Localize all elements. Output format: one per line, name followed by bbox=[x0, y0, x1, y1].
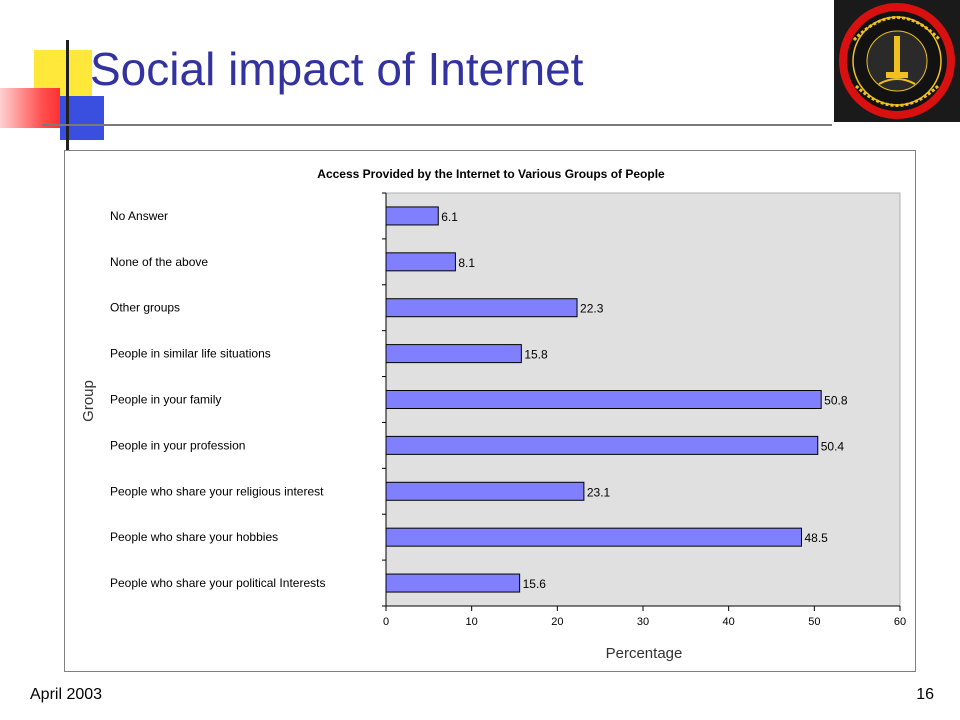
x-tick-label: 50 bbox=[808, 616, 820, 628]
data-label: 23.1 bbox=[587, 485, 611, 499]
data-label: 48.5 bbox=[804, 531, 828, 545]
bar-chart: Access Provided by the Internet to Vario… bbox=[80, 167, 906, 662]
chart-title: Access Provided by the Internet to Vario… bbox=[317, 167, 665, 181]
x-tick-label: 30 bbox=[637, 616, 649, 628]
bar bbox=[385, 527, 802, 547]
bar bbox=[385, 481, 585, 501]
university-seal-icon bbox=[834, 0, 960, 122]
data-label: 50.4 bbox=[821, 439, 845, 453]
bar bbox=[385, 573, 521, 593]
bar bbox=[385, 206, 439, 226]
data-label: 22.3 bbox=[580, 302, 604, 316]
chart-marks: No Answer 6.1 None of the above 8.1 Other gr… bbox=[110, 192, 906, 628]
x-tick-label: 10 bbox=[466, 616, 478, 628]
page-number: 16 bbox=[916, 686, 934, 703]
x-tick-label: 0 bbox=[383, 616, 389, 628]
category-label: People in your profession bbox=[110, 438, 245, 452]
category-label: People in your family bbox=[110, 393, 221, 407]
data-label: 15.6 bbox=[523, 577, 547, 591]
data-label: 6.1 bbox=[441, 210, 458, 224]
category-label: People who share your religious interest bbox=[110, 484, 324, 498]
deco-red-square bbox=[0, 88, 60, 128]
category-label: People who share your hobbies bbox=[110, 530, 278, 544]
category-label: People who share your political Interest… bbox=[110, 576, 325, 590]
category-label: People in similar life situations bbox=[110, 347, 271, 361]
category-label: No Answer bbox=[110, 209, 168, 223]
x-tick-label: 20 bbox=[551, 616, 563, 628]
slide-title: Social impact of Internet bbox=[90, 43, 584, 95]
x-axis-label: Percentage bbox=[606, 645, 683, 662]
bar bbox=[385, 435, 819, 455]
y-axis-label: Group bbox=[80, 380, 97, 422]
x-tick-label: 40 bbox=[723, 616, 735, 628]
category-label: None of the above bbox=[110, 255, 208, 269]
deco-vertical-line bbox=[66, 40, 69, 152]
title-rule bbox=[42, 124, 832, 126]
x-tick-label: 60 bbox=[894, 616, 906, 628]
bar bbox=[385, 390, 822, 409]
data-label: 8.1 bbox=[458, 256, 475, 270]
bar bbox=[385, 344, 522, 364]
bar bbox=[385, 298, 578, 318]
bar bbox=[385, 252, 456, 272]
chart-frame: Access Provided by the Internet to Vario… bbox=[64, 150, 916, 672]
data-label: 50.8 bbox=[824, 394, 848, 408]
footer-date: April 2003 bbox=[30, 686, 103, 703]
category-label: Other groups bbox=[110, 301, 180, 315]
data-label: 15.8 bbox=[524, 348, 548, 362]
